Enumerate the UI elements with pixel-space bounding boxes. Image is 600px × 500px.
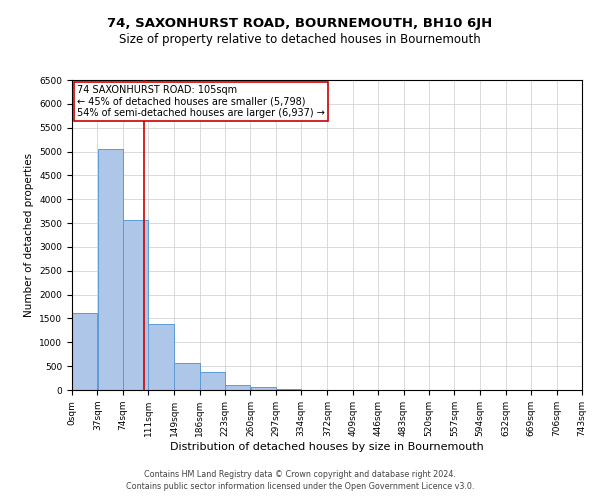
- Bar: [98, 148, 122, 390]
- Bar: [175, 363, 199, 390]
- Bar: [123, 220, 148, 390]
- Bar: [200, 372, 225, 390]
- X-axis label: Distribution of detached houses by size in Bournemouth: Distribution of detached houses by size …: [170, 442, 484, 452]
- Text: Size of property relative to detached houses in Bournemouth: Size of property relative to detached ho…: [119, 32, 481, 46]
- Text: 74, SAXONHURST ROAD, BOURNEMOUTH, BH10 6JH: 74, SAXONHURST ROAD, BOURNEMOUTH, BH10 6…: [107, 18, 493, 30]
- Bar: [251, 386, 275, 390]
- Bar: [225, 385, 250, 390]
- Bar: [148, 324, 174, 390]
- Bar: [276, 388, 301, 390]
- Text: 74 SAXONHURST ROAD: 105sqm
← 45% of detached houses are smaller (5,798)
54% of s: 74 SAXONHURST ROAD: 105sqm ← 45% of deta…: [77, 84, 325, 118]
- Text: Contains HM Land Registry data © Crown copyright and database right 2024.: Contains HM Land Registry data © Crown c…: [144, 470, 456, 479]
- Bar: [72, 312, 97, 390]
- Text: Contains public sector information licensed under the Open Government Licence v3: Contains public sector information licen…: [126, 482, 474, 491]
- Y-axis label: Number of detached properties: Number of detached properties: [24, 153, 34, 317]
